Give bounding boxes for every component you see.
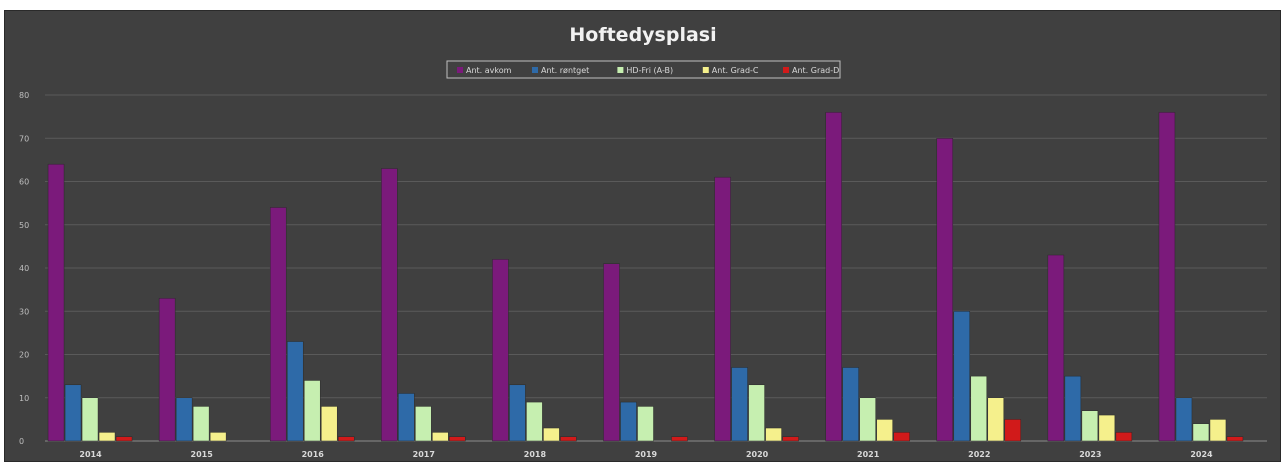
bar (209, 432, 227, 442)
x-tick-label: 2022 (968, 450, 990, 459)
bar (560, 436, 577, 442)
legend: Ant. avkom Ant. røntget HD-Fri (A-B) Ant. G… (457, 66, 839, 75)
x-tick-label: 2014 (79, 450, 102, 459)
x-tick-label: 2016 (302, 450, 325, 459)
bar (64, 384, 82, 442)
bar (825, 112, 842, 442)
legend-label: Ant. røntget (541, 66, 589, 75)
y-tick-label: 40 (19, 264, 29, 273)
bar (893, 432, 910, 442)
bar (398, 393, 415, 442)
legend-box (446, 60, 841, 79)
bar (1064, 375, 1082, 442)
bar (1081, 410, 1099, 442)
legend-label: HD-Fri (A-B) (626, 66, 673, 75)
bar (175, 397, 193, 442)
x-axis-ticks: 2014 2015 2016 2017 2018 2019 2020 2021 2022 2023… (79, 450, 1213, 459)
y-tick-label: 80 (19, 91, 29, 100)
bar (1192, 423, 1210, 442)
bar (970, 375, 988, 442)
bar (1209, 419, 1227, 442)
y-tick-label: 20 (19, 351, 29, 360)
bar (415, 406, 432, 442)
x-tick-label: 2023 (1079, 450, 1101, 459)
bar (1175, 397, 1193, 442)
legend-swatch (532, 67, 538, 73)
chart-svg: Hoftedysplasi Ant. avkom Ant. røntget HD-F… (19, 24, 1267, 459)
y-axis-ticks: 0 10 20 30 40 50 60 70 80 (19, 91, 29, 446)
bar (1158, 112, 1176, 442)
bar (337, 436, 355, 442)
y-tick-label: 0 (19, 437, 24, 446)
bar (543, 427, 560, 442)
bar (192, 406, 210, 442)
bar (987, 397, 1005, 442)
bar (603, 263, 620, 442)
gridlines (45, 94, 1267, 442)
bar (731, 367, 748, 442)
bar (381, 168, 398, 442)
bar (842, 367, 859, 442)
bar (620, 401, 637, 442)
bar (98, 432, 116, 442)
bar (449, 436, 466, 442)
bar (303, 380, 321, 442)
bar (81, 397, 99, 442)
legend-label: Ant. Grad-D (792, 66, 839, 75)
x-tick-label: 2021 (857, 450, 880, 459)
bar (748, 384, 765, 442)
chart-frame: Hoftedysplasi Ant. avkom Ant. røntget HD-F… (4, 10, 1281, 462)
bar (637, 406, 654, 442)
legend-label: Ant. avkom (466, 66, 512, 75)
bar (1047, 254, 1065, 442)
x-tick-label: 2017 (413, 450, 435, 459)
legend-swatch (617, 67, 624, 73)
bar (1004, 419, 1022, 442)
bar (492, 259, 509, 442)
bar (115, 436, 133, 442)
bar (269, 207, 287, 442)
bar (671, 436, 688, 442)
bar (765, 427, 782, 442)
bar (1226, 436, 1244, 442)
x-tick-label: 2018 (524, 450, 547, 459)
x-tick-label: 2024 (1190, 450, 1213, 459)
x-tick-label: 2015 (191, 450, 214, 459)
chart-title: Hoftedysplasi (569, 24, 716, 46)
bar (526, 401, 543, 442)
y-tick-label: 50 (19, 221, 29, 230)
legend-swatch (783, 67, 789, 73)
legend-label: Ant. Grad-C (712, 66, 759, 75)
y-tick-label: 30 (19, 307, 29, 316)
y-tick-label: 70 (19, 134, 29, 143)
bar (876, 419, 893, 442)
x-tick-label: 2019 (635, 450, 658, 459)
bar (1098, 414, 1116, 442)
bars (47, 112, 1244, 442)
bar (936, 138, 954, 442)
bar (509, 384, 526, 442)
bar (432, 432, 449, 442)
bar (859, 397, 876, 442)
bar (953, 311, 971, 442)
y-tick-label: 60 (19, 178, 29, 187)
bar (1115, 432, 1133, 442)
bar (47, 163, 65, 442)
x-tick-label: 2020 (746, 450, 769, 459)
bar (320, 406, 338, 442)
bar (714, 176, 731, 442)
legend-swatch (702, 67, 709, 73)
bar (286, 341, 304, 442)
bar (782, 436, 799, 442)
legend-swatch (457, 67, 463, 73)
bar (158, 298, 176, 442)
y-tick-label: 10 (19, 394, 29, 403)
